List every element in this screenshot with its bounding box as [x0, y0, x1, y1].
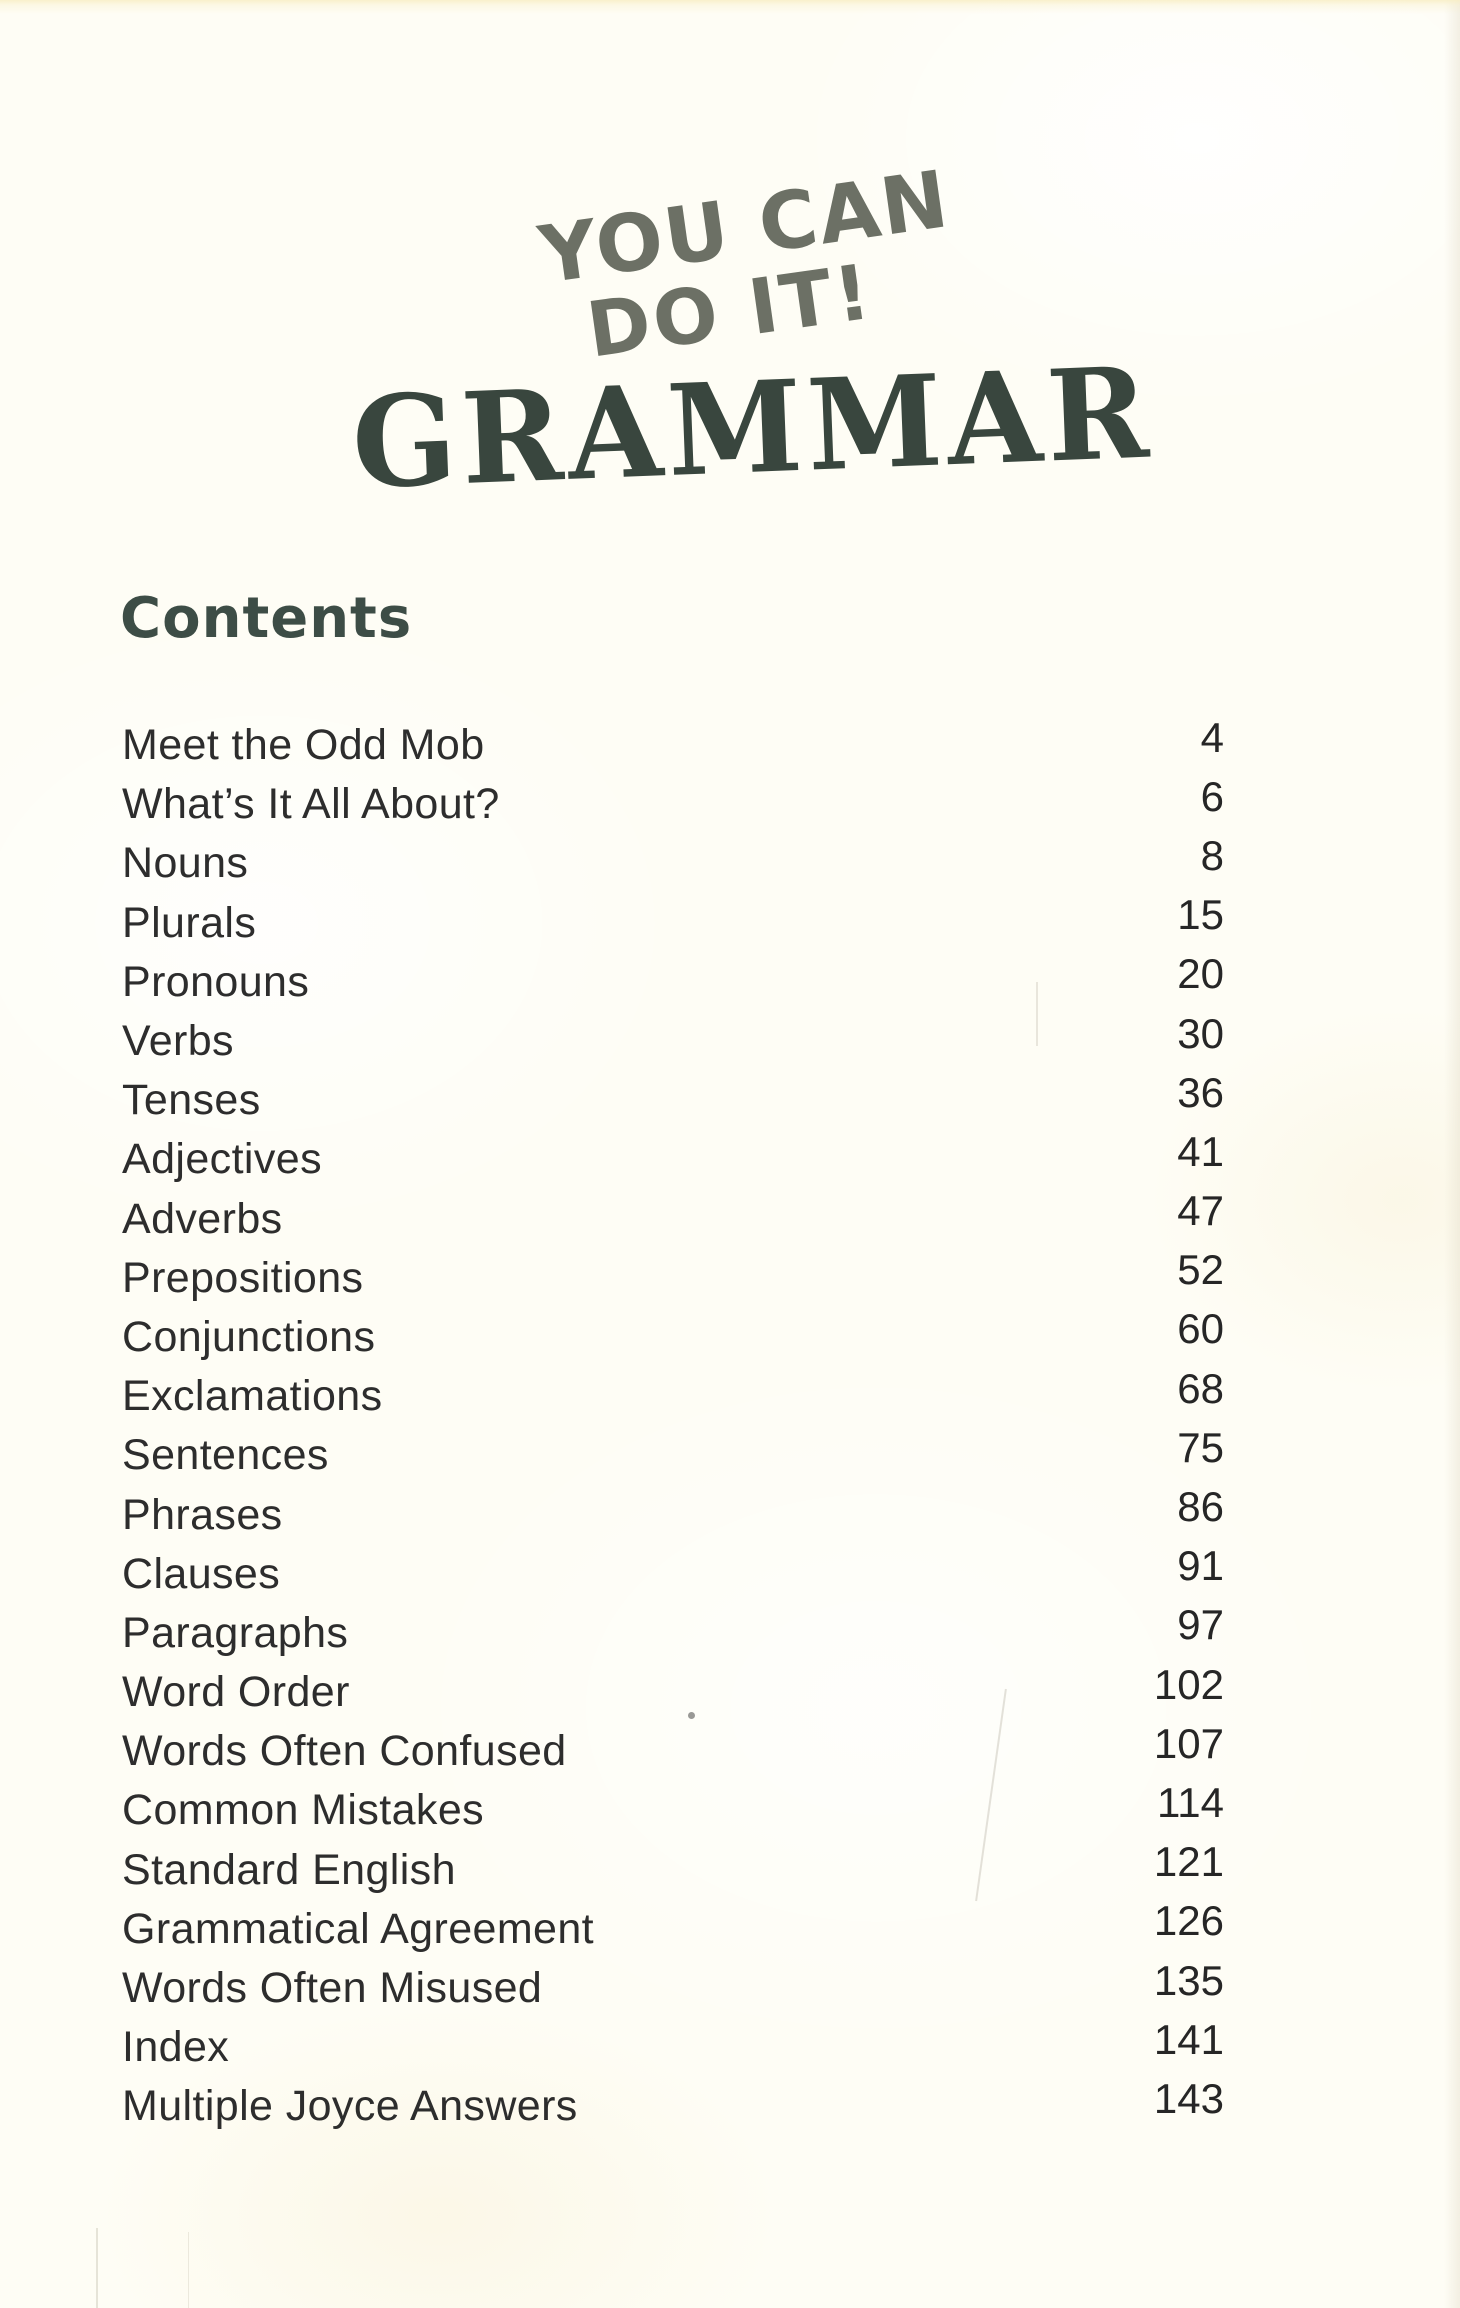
toc-entry-page: 52 — [1177, 1246, 1224, 1294]
toc-entry-title: Nouns — [122, 839, 249, 888]
toc-row: Nouns 8 — [122, 831, 1224, 893]
toc-entry-page: 102 — [1153, 1660, 1224, 1708]
toc-entry-page: 36 — [1177, 1068, 1224, 1116]
toc-row: Pronouns 20 — [122, 950, 1224, 1012]
toc-entry-page: 8 — [1200, 831, 1224, 879]
toc-entry-page: 68 — [1177, 1364, 1224, 1412]
toc-row: Meet the Odd Mob 4 — [122, 713, 1224, 775]
toc-row: Exclamations 68 — [122, 1364, 1224, 1426]
toc-entry-page: 91 — [1177, 1542, 1224, 1590]
toc-row: Paragraphs 97 — [122, 1601, 1224, 1663]
toc-entry-page: 15 — [1177, 891, 1224, 939]
toc-row: What’s It All About? 6 — [122, 772, 1224, 834]
toc-list: Meet the Odd Mob 4 What’s It All About? … — [122, 713, 1224, 2137]
toc-entry-title: Standard English — [122, 1845, 456, 1894]
toc-entry-title: What’s It All About? — [122, 780, 500, 829]
toc-entry-page: 47 — [1177, 1187, 1224, 1235]
toc-entry-page: 75 — [1177, 1423, 1224, 1471]
toc-entry-title: Exclamations — [122, 1372, 383, 1421]
toc-entry-title: Words Often Confused — [122, 1727, 567, 1776]
toc-row: Verbs 30 — [122, 1009, 1224, 1071]
toc-entry-page: 121 — [1153, 1838, 1224, 1886]
toc-entry-page: 41 — [1177, 1127, 1224, 1175]
book-title: GRAMMAR — [349, 338, 1156, 518]
toc-row: Word Order 102 — [122, 1660, 1224, 1722]
toc-row: Words Often Confused 107 — [122, 1719, 1224, 1781]
toc-entry-title: Pronouns — [122, 957, 310, 1006]
toc-entry-page: 135 — [1153, 1956, 1224, 2004]
toc-row: Conjunctions 60 — [122, 1305, 1224, 1367]
toc-entry-title: Word Order — [122, 1668, 350, 1717]
toc-entry-title: Clauses — [122, 1549, 281, 1598]
toc-row: Adjectives 41 — [122, 1127, 1224, 1189]
toc-row: Adverbs 47 — [122, 1187, 1224, 1249]
toc-row: Words Often Misused 135 — [122, 1956, 1224, 2018]
toc-row: Prepositions 52 — [122, 1246, 1224, 1308]
toc-entry-title: Multiple Joyce Answers — [122, 2082, 578, 2131]
toc-entry-title: Plurals — [122, 898, 257, 947]
toc-row: Plurals 15 — [122, 891, 1224, 953]
toc-row: Common Mistakes 114 — [122, 1778, 1224, 1840]
scan-crease — [96, 2228, 98, 2308]
scan-crease — [188, 2232, 189, 2308]
toc-entry-page: 126 — [1153, 1897, 1224, 1945]
toc-row: Clauses 91 — [122, 1542, 1224, 1604]
toc-entry-title: Meet the Odd Mob — [122, 721, 485, 770]
toc-entry-title: Adjectives — [122, 1135, 322, 1184]
toc-entry-page: 4 — [1200, 713, 1224, 761]
toc-entry-page: 6 — [1200, 772, 1224, 820]
toc-entry-title: Phrases — [122, 1490, 283, 1539]
toc-entry-title: Sentences — [122, 1431, 329, 1480]
toc-entry-title: Index — [122, 2023, 230, 2072]
toc-entry-title: Common Mistakes — [122, 1786, 485, 1835]
scan-crease — [1036, 982, 1038, 1046]
toc-row: Grammatical Agreement 126 — [122, 1897, 1224, 1959]
toc-entry-title: Verbs — [122, 1017, 234, 1066]
toc-entry-title: Tenses — [122, 1076, 261, 1125]
toc-entry-title: Adverbs — [122, 1194, 283, 1243]
toc-entry-page: 60 — [1177, 1305, 1224, 1353]
toc-entry-title: Grammatical Agreement — [122, 1904, 595, 1953]
toc-row: Sentences 75 — [122, 1423, 1224, 1485]
toc-row: Standard English 121 — [122, 1838, 1224, 1900]
toc-entry-page: 143 — [1153, 2074, 1224, 2122]
toc-entry-page: 107 — [1153, 1719, 1224, 1767]
toc-entry-title: Conjunctions — [122, 1312, 376, 1361]
toc-entry-page: 86 — [1177, 1483, 1224, 1531]
toc-entry-page: 114 — [1157, 1778, 1224, 1826]
toc-entry-page: 141 — [1153, 2015, 1224, 2063]
toc-row: Phrases 86 — [122, 1483, 1224, 1544]
toc-entry-page: 30 — [1177, 1009, 1224, 1057]
toc-entry-page: 97 — [1177, 1601, 1224, 1649]
toc-entry-title: Words Often Misused — [122, 1964, 543, 2013]
toc-entry-page: 20 — [1177, 950, 1224, 998]
toc-row: Multiple Joyce Answers 143 — [122, 2074, 1224, 2136]
toc-row: Index 141 — [122, 2015, 1224, 2077]
toc-entry-title: Paragraphs — [122, 1608, 349, 1657]
toc-entry-title: Prepositions — [122, 1253, 364, 1302]
contents-heading: Contents — [120, 586, 413, 651]
toc-row: Tenses 36 — [122, 1068, 1224, 1130]
scan-speck — [688, 1712, 695, 1719]
